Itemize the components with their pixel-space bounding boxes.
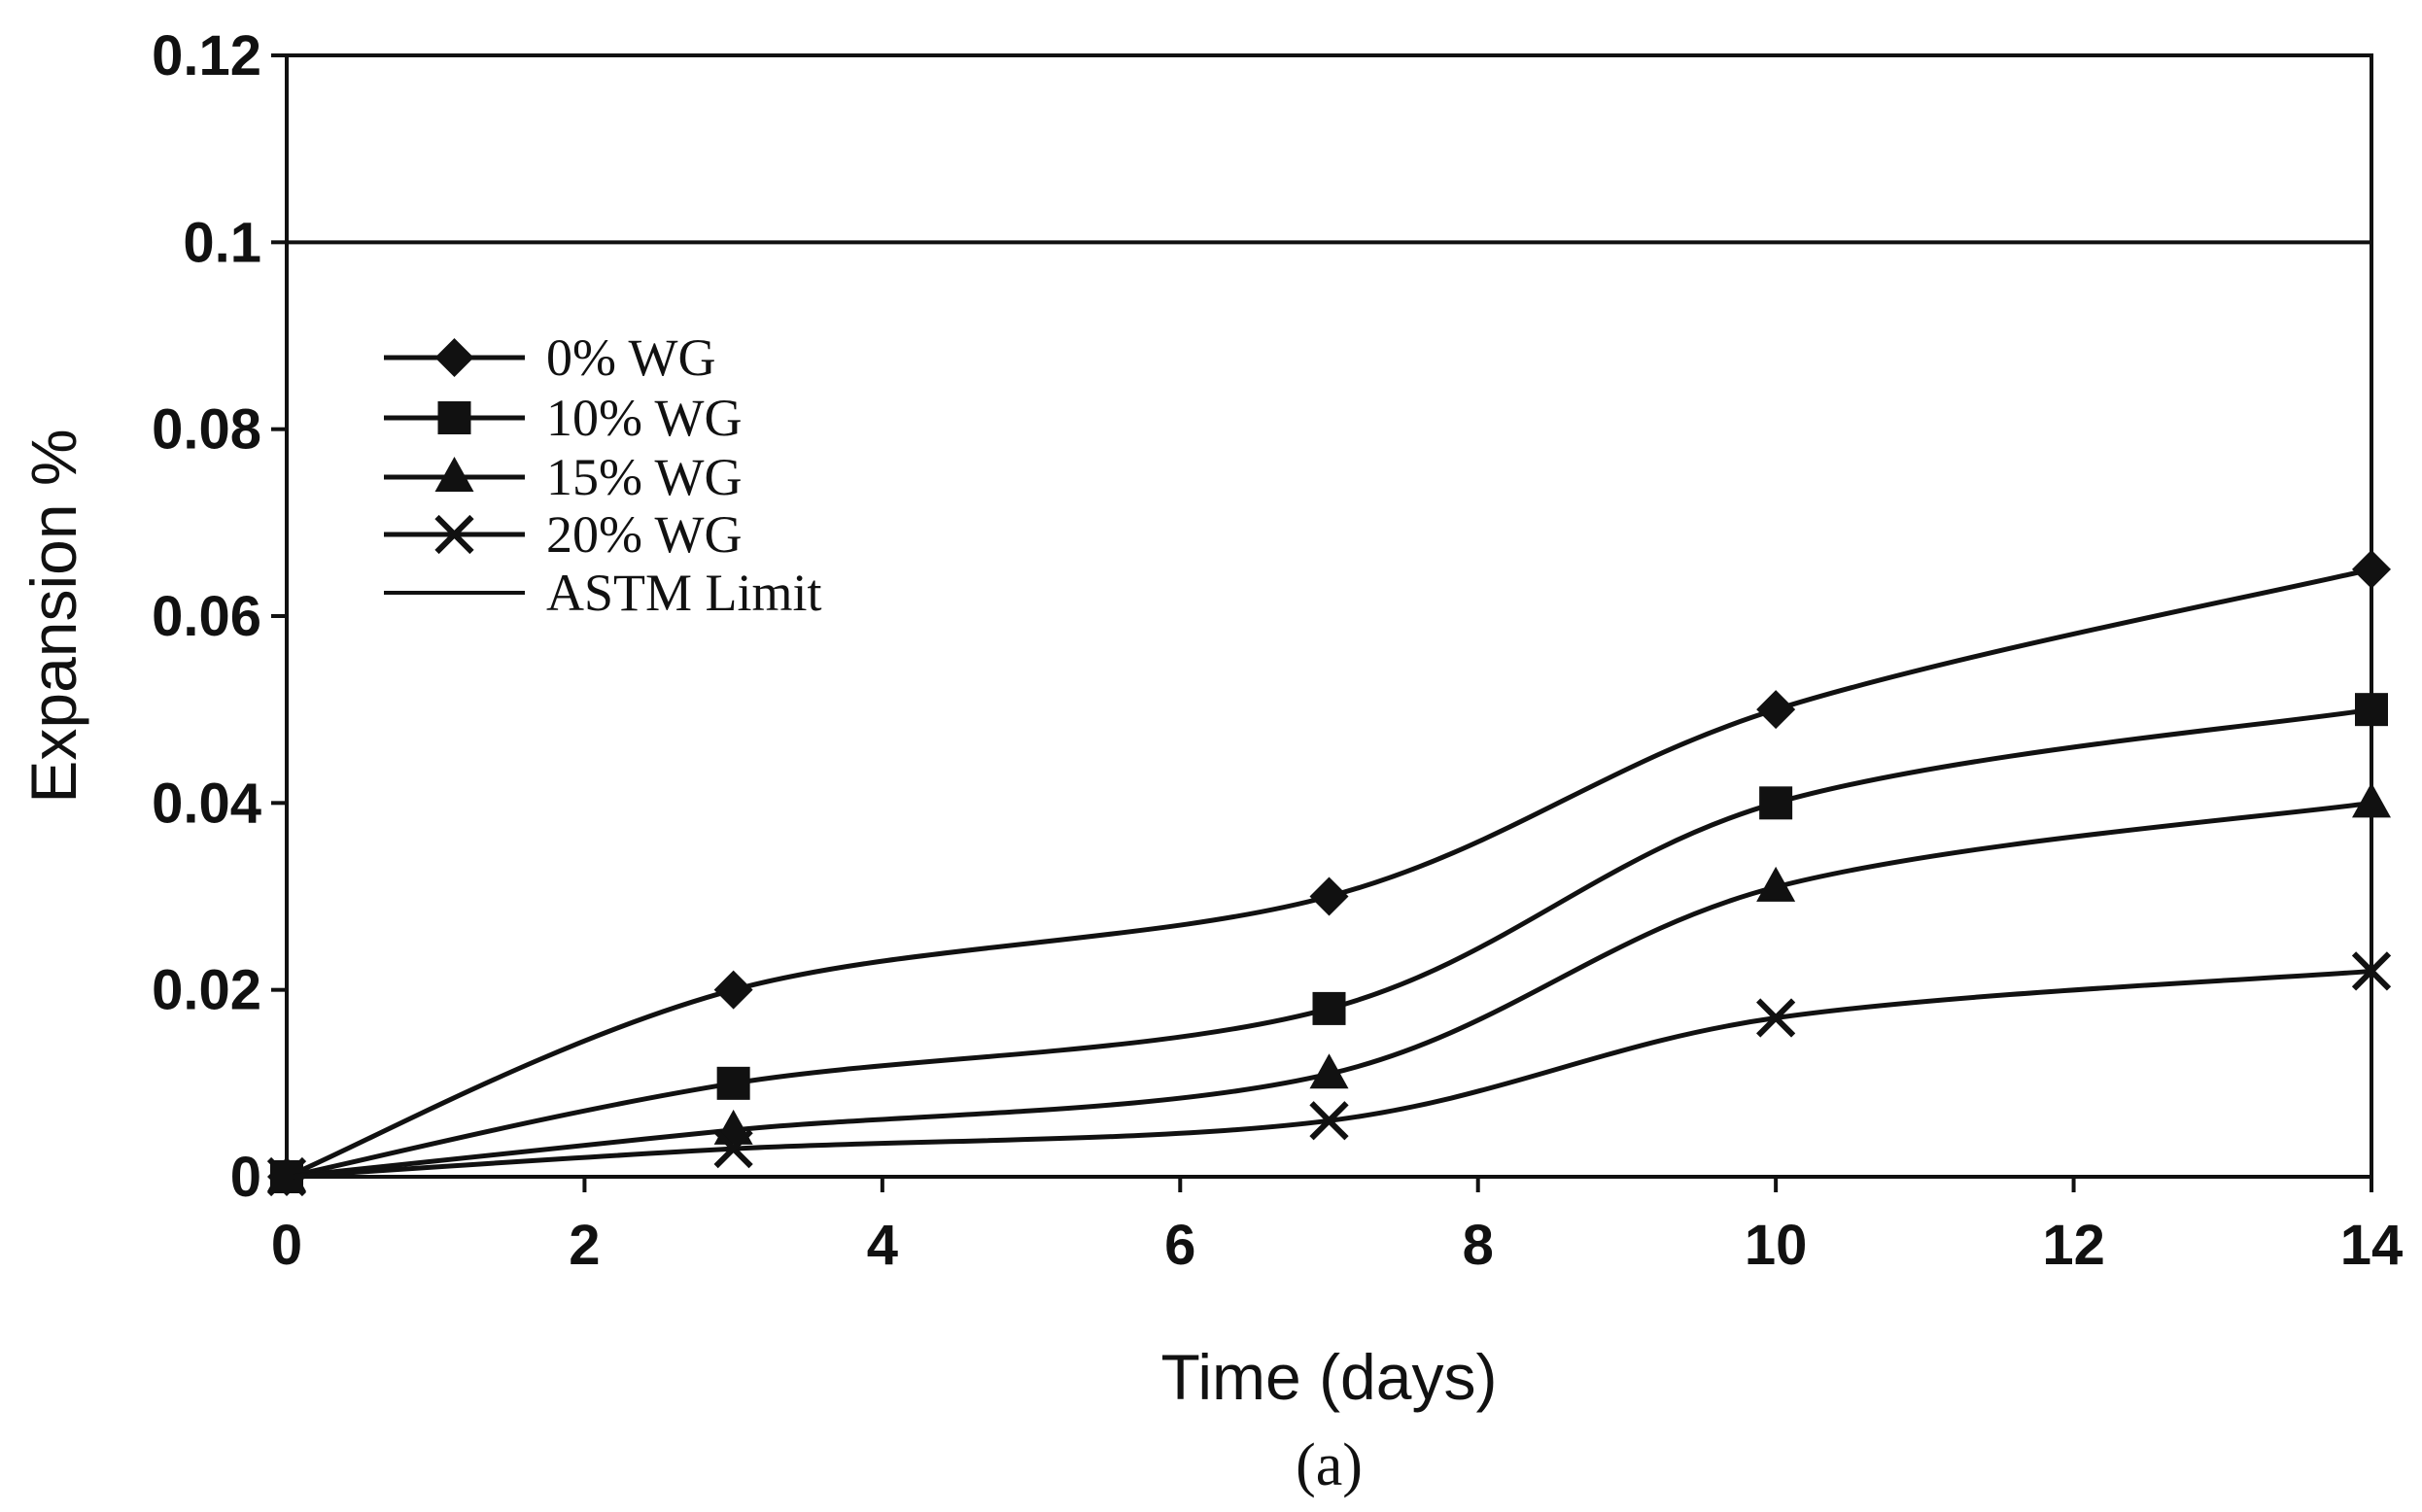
x-tick-label: 2 [569, 1214, 600, 1277]
x-tick-label: 14 [2340, 1214, 2404, 1277]
y-tick-label: 0.04 [152, 772, 261, 835]
x-tick-label: 0 [271, 1214, 302, 1277]
legend-0pct-wg-label: 0% WG [546, 328, 715, 387]
x-tick-label: 6 [1164, 1214, 1195, 1277]
legend-20pct-wg-marker [434, 514, 474, 555]
series-20pct-wg-point [1756, 998, 1796, 1038]
legend-0pct-wg-marker [434, 338, 474, 377]
series-10pct-wg-point [1759, 786, 1793, 820]
series-0pct-wg-point [713, 970, 753, 1010]
series-10pct-wg-point [1312, 991, 1346, 1025]
x-axis-title: Time (days) [1161, 1341, 1498, 1413]
series-15pct-wg-point [1309, 1053, 1349, 1089]
y-tick-label: 0.02 [152, 959, 261, 1022]
series-10pct-wg-point [716, 1066, 750, 1100]
series-0pct-wg-point [1309, 876, 1349, 916]
legend-15pct-wg-label: 15% WG [546, 448, 742, 506]
y-tick-label: 0.12 [152, 24, 261, 87]
axes: 0 0.02 0.04 0.06 0.08 0.1 0.12 0 2 4 6 8 10 12 14 [152, 24, 2403, 1277]
legend-20pct-wg-label: 20% WG [546, 505, 742, 564]
y-axis-title: Expansion % [17, 429, 89, 803]
x-tick-label: 8 [1463, 1214, 1494, 1277]
y-tick-label: 0.1 [183, 211, 261, 274]
series-15pct-wg-point [1756, 866, 1796, 902]
legend-15pct-wg-marker [434, 457, 474, 492]
x-tick-label: 10 [1745, 1214, 1808, 1277]
x-tick-label: 12 [2042, 1214, 2105, 1277]
series-0pct-wg-point [1756, 690, 1796, 730]
y-tick-label: 0.06 [152, 585, 261, 648]
y-tick-label: 0 [230, 1146, 261, 1209]
marker-stroke [713, 1129, 753, 1169]
series-20pct-wg-point [1309, 1101, 1349, 1141]
x-tick-label: 4 [867, 1214, 898, 1277]
y-tick-label: 0.08 [152, 398, 261, 462]
marker-stroke [1309, 1101, 1349, 1141]
series-20pct-wg-point [713, 1129, 753, 1169]
figure-caption: (a) [1296, 1432, 1363, 1498]
legend-astm-limit-label: ASTM Limit [546, 564, 822, 622]
marker-stroke [1756, 998, 1796, 1038]
legend-10pct-wg-label: 10% WG [546, 389, 742, 447]
marker-stroke [434, 514, 474, 555]
legend-10pct-wg-marker [437, 401, 471, 434]
